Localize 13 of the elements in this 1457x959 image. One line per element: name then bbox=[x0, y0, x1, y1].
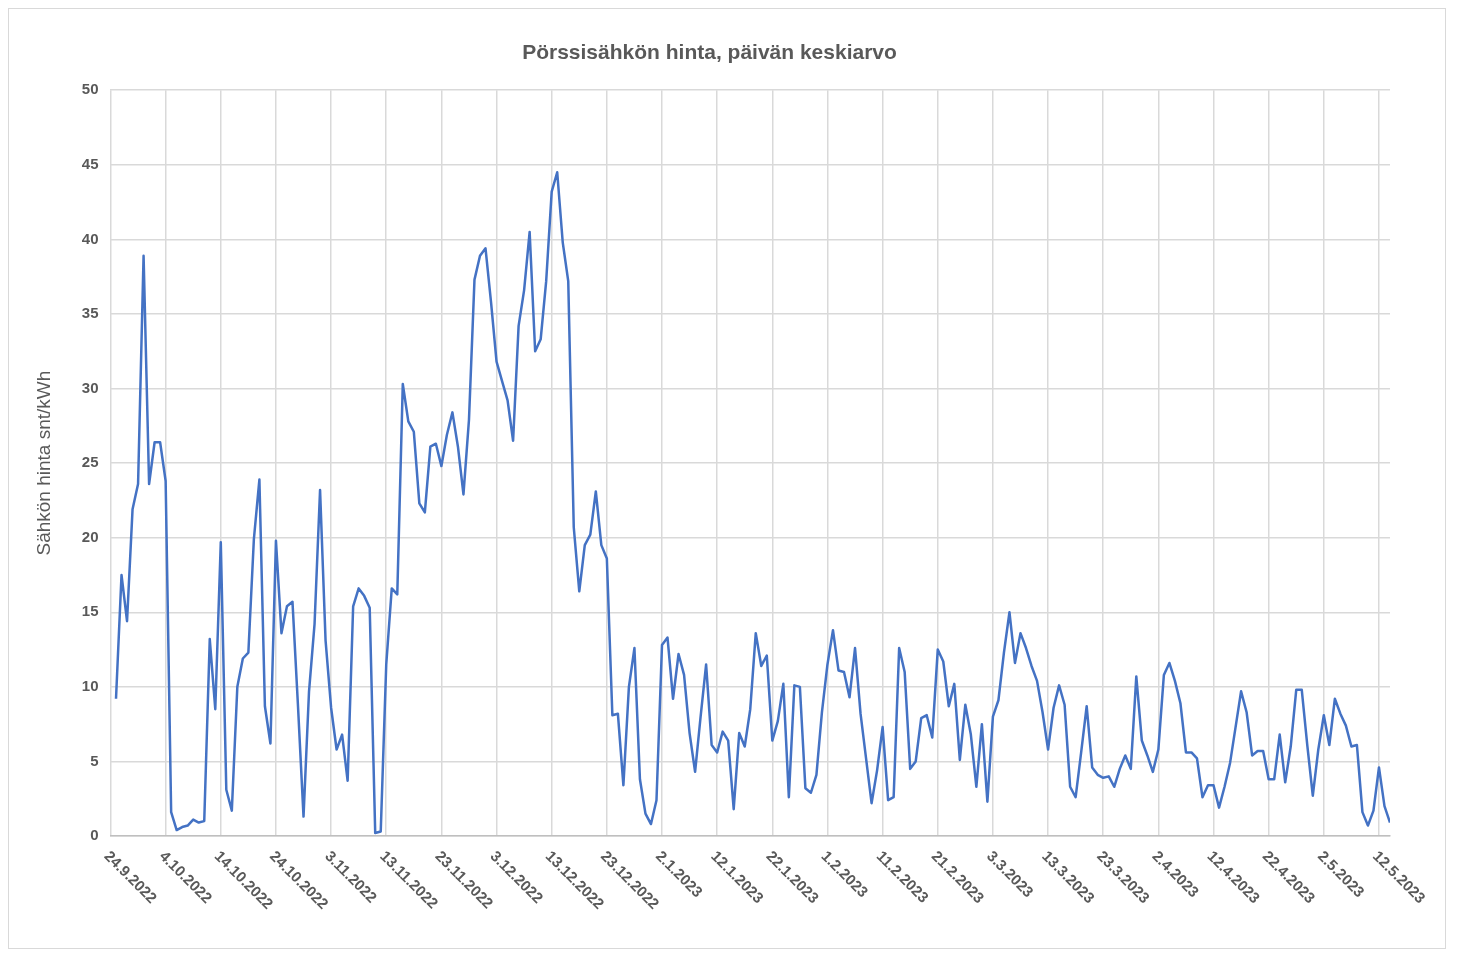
y-tick-label: 10 bbox=[81, 676, 99, 694]
y-tick-label: 5 bbox=[90, 751, 99, 769]
y-tick-label: 30 bbox=[81, 378, 99, 396]
y-tick-label: 25 bbox=[81, 453, 99, 471]
y-tick-label: 40 bbox=[81, 229, 99, 247]
y-tick-label: 45 bbox=[81, 154, 99, 172]
y-axis-title: Sähkön hinta snt/kWh bbox=[32, 370, 54, 556]
y-tick-label: 0 bbox=[90, 826, 99, 844]
y-tick-label: 50 bbox=[81, 80, 99, 98]
y-tick-label: 15 bbox=[81, 602, 99, 620]
y-tick-label: 20 bbox=[81, 527, 99, 545]
y-tick-label: 35 bbox=[81, 304, 99, 322]
chart-title: Pörssisähkön hinta, päivän keskiarvo bbox=[522, 40, 897, 64]
